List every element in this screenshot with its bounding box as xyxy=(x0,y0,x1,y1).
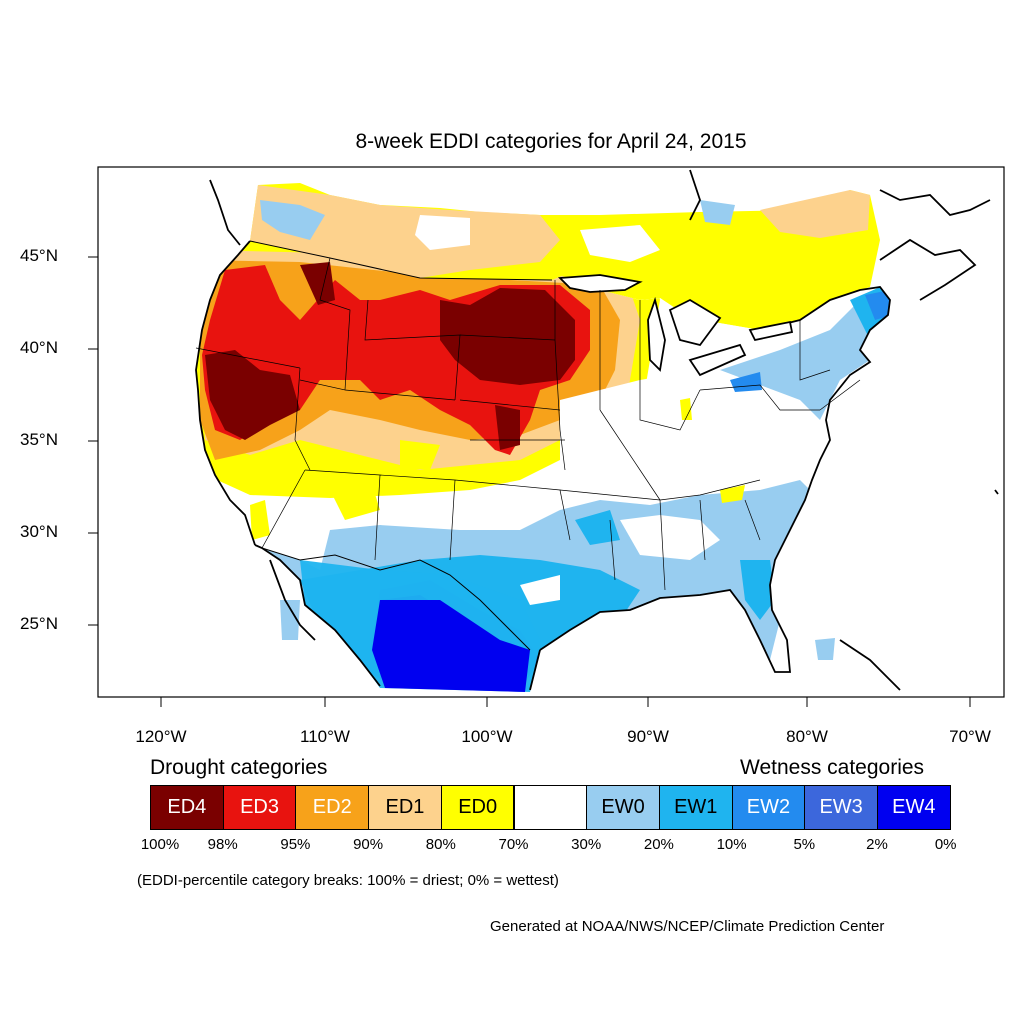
credit-line: Generated at NOAA/NWS/NCEP/Climate Predi… xyxy=(490,918,885,935)
legend-box-ed3: ED3 xyxy=(222,785,297,830)
legend-break-label: 0% xyxy=(934,836,957,853)
lat-label-30: 30°N xyxy=(20,522,58,541)
legend-break-label: 5% xyxy=(793,836,816,853)
lon-label-80: 80°W xyxy=(786,727,828,746)
lon-label-120: 120°W xyxy=(135,727,187,746)
us-mexico-border xyxy=(261,547,531,651)
legend-box-ed1: ED1 xyxy=(368,785,442,830)
great-lakes xyxy=(557,274,794,377)
canada-data-band xyxy=(250,183,880,330)
legend-box-ew1: EW1 xyxy=(658,785,733,830)
legend-box-ew4: EW4 xyxy=(877,785,951,830)
legend-box-neutral xyxy=(513,785,588,830)
map-title: 8-week EDDI categories for April 24, 201… xyxy=(355,130,747,153)
lat-label-25: 25°N xyxy=(20,614,58,633)
legend-break-label: 100% xyxy=(140,836,180,853)
axis-ticks xyxy=(88,256,971,707)
wetness-heading: Wetness categories xyxy=(740,756,925,779)
state-borders xyxy=(195,257,861,591)
legend-break-label: 80% xyxy=(425,836,456,853)
lat-label-40: 40°N xyxy=(20,338,58,357)
legend-break-label: 90% xyxy=(353,836,384,853)
legend-break-label: 10% xyxy=(716,836,747,853)
legend-box-ed2: ED2 xyxy=(295,785,370,830)
coastlines xyxy=(195,169,999,691)
lon-label-90: 90°W xyxy=(627,727,669,746)
lat-label-45: 45°N xyxy=(20,246,58,265)
us-canada-border xyxy=(249,240,553,281)
legend-break-label: 20% xyxy=(643,836,674,853)
lat-label-35: 35°N xyxy=(20,430,58,449)
category-note: (EDDI-percentile category breaks: 100% =… xyxy=(137,872,559,889)
legend-box-ew3: EW3 xyxy=(804,785,878,830)
legend-box-ew2: EW2 xyxy=(731,785,806,830)
lon-label-110: 110°W xyxy=(300,727,350,746)
legend-break-label: 95% xyxy=(280,836,311,853)
legend-break-label: 70% xyxy=(498,836,529,853)
legend-break-label: 98% xyxy=(207,836,238,853)
lon-label-100: 100°W xyxy=(461,727,513,746)
legend-box-ed4: ED4 xyxy=(150,785,224,830)
legend-break-label: 30% xyxy=(571,836,602,853)
legend-break-label: 2% xyxy=(866,836,888,853)
legend-box-ew0: EW0 xyxy=(586,785,660,830)
lon-label-70: 70°W xyxy=(949,727,991,746)
drought-heading: Drought categories xyxy=(150,756,328,779)
legend-box-ed0: ED0 xyxy=(440,785,515,830)
